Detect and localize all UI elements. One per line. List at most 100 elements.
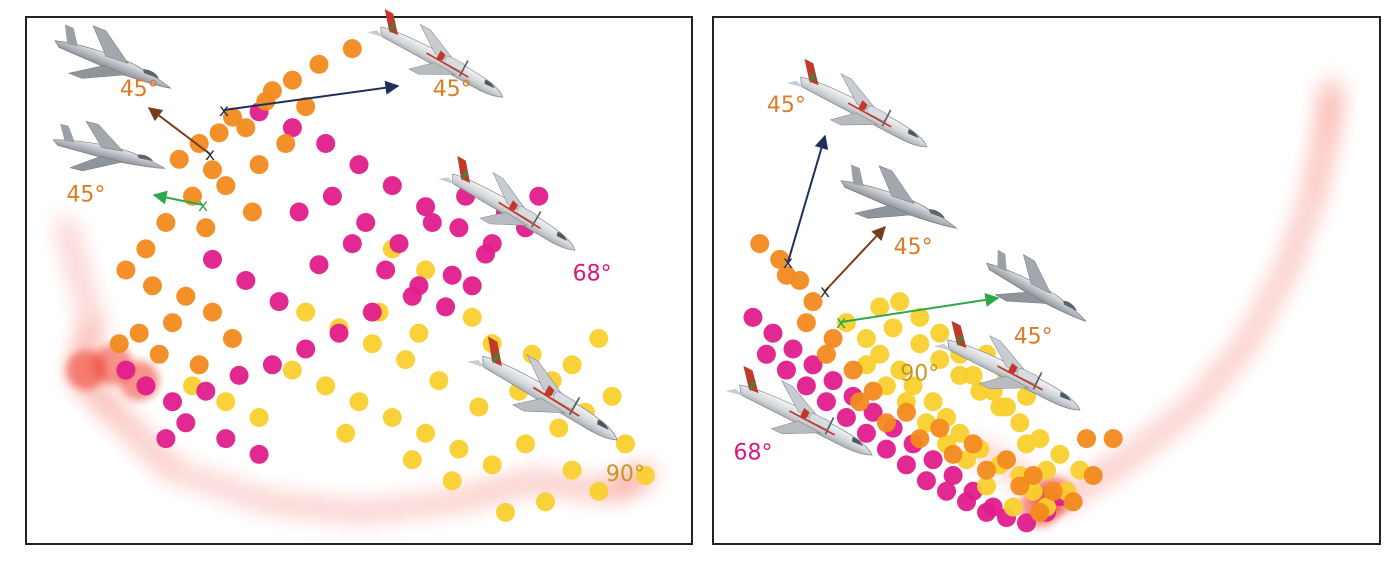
angle-label: 45° <box>120 77 159 102</box>
scatter-point-orange <box>109 334 129 354</box>
scatter-point-magenta <box>416 197 436 217</box>
scatter-point-yellow <box>562 460 582 480</box>
scatter-point-magenta <box>422 213 442 232</box>
scatter-point-yellow <box>349 392 369 412</box>
scatter-point-orange <box>169 149 189 169</box>
angle-label: 45° <box>894 235 933 260</box>
scatter-point-magenta <box>816 392 836 412</box>
angle-label: 68° <box>573 262 612 287</box>
scatter-point-yellow <box>216 392 236 412</box>
scatter-point-yellow <box>870 297 890 317</box>
scatter-point-orange <box>342 39 362 59</box>
scatter-point-orange <box>236 118 256 138</box>
right-annotations: 45° 45° 45° 90° 68° <box>734 93 1053 466</box>
cross-marker: x <box>836 313 846 333</box>
scatter-point-magenta <box>803 355 823 375</box>
scatter-point-orange <box>1043 481 1063 501</box>
scatter-point-yellow <box>950 365 970 385</box>
angle-label: 90° <box>606 462 645 487</box>
scatter-point-orange <box>209 123 229 143</box>
scatter-point-magenta <box>876 439 896 459</box>
cross-marker: x <box>205 145 215 165</box>
scatter-point-orange <box>176 286 196 306</box>
arrow-brown <box>147 107 211 155</box>
scatter-point-yellow <box>249 408 269 427</box>
scatter-point-magenta <box>937 481 956 501</box>
scatter-point-magenta <box>863 402 883 422</box>
scatter-point-yellow <box>923 392 943 412</box>
angle-label: 90° <box>900 362 939 387</box>
scatter-point-magenta <box>289 202 309 222</box>
scatter-point-magenta <box>529 186 549 206</box>
scatter-point-magenta <box>282 118 302 138</box>
scatter-point-orange <box>1077 429 1096 449</box>
angle-label: 45° <box>767 93 806 118</box>
scatter-point-orange <box>276 134 296 153</box>
scatter-point-orange <box>116 260 136 280</box>
scatter-point-magenta <box>236 271 256 290</box>
scatter-point-yellow <box>870 344 890 364</box>
scatter-point-yellow <box>589 481 609 501</box>
scatter-point-magenta <box>743 307 763 327</box>
scatter-point-yellow <box>562 355 582 375</box>
scatter-point-orange <box>196 218 216 238</box>
scatter-point-orange <box>189 355 209 375</box>
scatter-point-yellow <box>462 307 482 327</box>
angle-label: 45° <box>433 77 472 102</box>
scatter-point-yellow <box>930 323 950 343</box>
scatter-point-magenta <box>943 466 963 485</box>
scatter-point-yellow <box>635 466 655 485</box>
scatter-point-magenta <box>349 155 369 175</box>
cross-marker: x <box>783 253 793 273</box>
scatter-point-orange <box>223 107 242 127</box>
scatter-point-magenta <box>376 260 396 280</box>
scatter-point-yellow <box>316 376 336 396</box>
scatter-point-orange <box>1103 429 1123 449</box>
scatter-point-yellow <box>890 360 910 380</box>
scatter-point-yellow <box>1017 434 1036 454</box>
scatter-point-yellow <box>449 439 469 459</box>
scatter-point-yellow <box>536 492 555 512</box>
scatter-point-yellow <box>930 350 950 370</box>
scatter-point-yellow <box>977 476 996 496</box>
scatter-point-orange <box>309 54 329 74</box>
scatter-point-magenta <box>316 134 336 153</box>
scatter-point-yellow <box>1010 413 1030 433</box>
scatter-point-yellow <box>836 313 856 333</box>
scatter-point-yellow <box>362 334 382 354</box>
scatter-point-yellow <box>963 365 983 385</box>
scatter-point-orange <box>203 160 222 180</box>
cross-marker: x <box>219 101 229 121</box>
scatter-point-magenta <box>216 429 236 449</box>
scatter-point-magenta <box>836 408 856 427</box>
scatter-point-magenta <box>163 392 182 412</box>
scatter-point-yellow <box>282 360 302 380</box>
scatter-point-magenta <box>916 471 936 491</box>
scatter-point-orange <box>282 70 302 90</box>
scatter-point-magenta <box>442 265 462 285</box>
arrow-navy <box>787 134 829 263</box>
scatter-point-orange <box>136 239 156 259</box>
scatter-point-yellow <box>602 386 622 406</box>
scatter-point-orange <box>262 81 282 101</box>
scatter-point-yellow <box>903 376 923 396</box>
angle-label: 45° <box>1014 325 1053 350</box>
scatter-point-yellow <box>522 344 542 364</box>
scatter-point-yellow <box>469 397 489 417</box>
scatter-point-orange <box>997 450 1016 470</box>
scatter-point-orange <box>203 302 222 322</box>
scatter-point-orange <box>156 213 176 232</box>
scatter-point-magenta <box>362 302 382 322</box>
scatter-point-orange <box>143 276 162 296</box>
scatter-point-orange <box>149 344 169 364</box>
left-scatter <box>109 39 655 522</box>
scatter-point-magenta <box>196 381 216 401</box>
scatter-point-yellow <box>382 408 402 427</box>
scatter-point-yellow <box>442 471 462 491</box>
scatter-point-orange <box>776 265 796 285</box>
scatter-point-orange <box>1023 466 1043 485</box>
scatter-point-orange <box>930 418 950 438</box>
scatter-point-magenta <box>322 186 342 206</box>
scatter-point-orange <box>296 97 316 117</box>
left-annotations: 45° 45° 45° 68° 90° <box>66 77 645 487</box>
